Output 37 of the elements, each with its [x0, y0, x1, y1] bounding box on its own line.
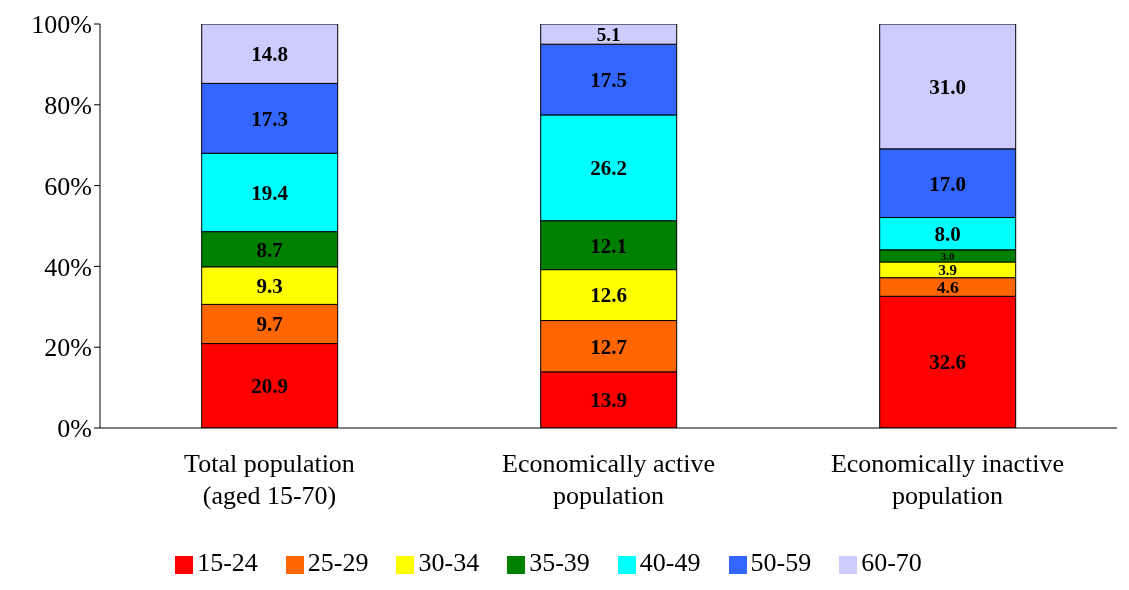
data-label: 13.9	[590, 388, 628, 413]
legend-label: 30-34	[418, 548, 480, 577]
data-label: 14.8	[251, 42, 289, 67]
y-tick-label: 80%	[44, 91, 92, 121]
legend-label: 60-70	[861, 548, 922, 577]
data-label: 19.4	[251, 180, 289, 205]
data-label: 20.9	[251, 374, 289, 399]
y-tick-label: 20%	[44, 333, 92, 363]
legend-label: 40-49	[639, 548, 701, 577]
data-label: 12.7	[590, 334, 628, 359]
data-label: 8.0	[934, 222, 961, 247]
data-label: 3.0	[940, 249, 956, 262]
data-label: 9.3	[256, 273, 283, 298]
legend-label: 25-29	[307, 548, 369, 577]
legend-label: 35-39	[529, 548, 590, 577]
data-label: 17.5	[590, 67, 628, 92]
data-label: 3.9	[938, 262, 957, 278]
data-label: 5.1	[596, 23, 621, 45]
data-label: 9.7	[256, 312, 283, 337]
x-tick-label: Total population (aged 15-70)	[184, 449, 355, 510]
y-tick-label: 0%	[57, 414, 92, 444]
data-label: 4.6	[936, 277, 959, 298]
data-label: 26.2	[590, 156, 628, 181]
legend-label: 50-59	[750, 548, 812, 577]
y-tick-label: 40%	[44, 252, 92, 282]
x-tick-label: Economically active population	[502, 449, 715, 510]
data-label: 12.6	[590, 283, 628, 308]
x-tick-label: Economically inactive population	[830, 449, 1065, 510]
y-tick-label: 60%	[44, 171, 92, 201]
data-label: 12.1	[590, 233, 628, 258]
data-label: 17.3	[251, 106, 289, 131]
data-label: 31.0	[929, 74, 967, 99]
data-label: 32.6	[929, 350, 967, 375]
legend-label: 15-24	[197, 548, 258, 577]
data-label: 17.0	[929, 171, 967, 196]
data-label: 8.7	[256, 237, 283, 262]
y-tick-label: 100%	[31, 10, 92, 40]
